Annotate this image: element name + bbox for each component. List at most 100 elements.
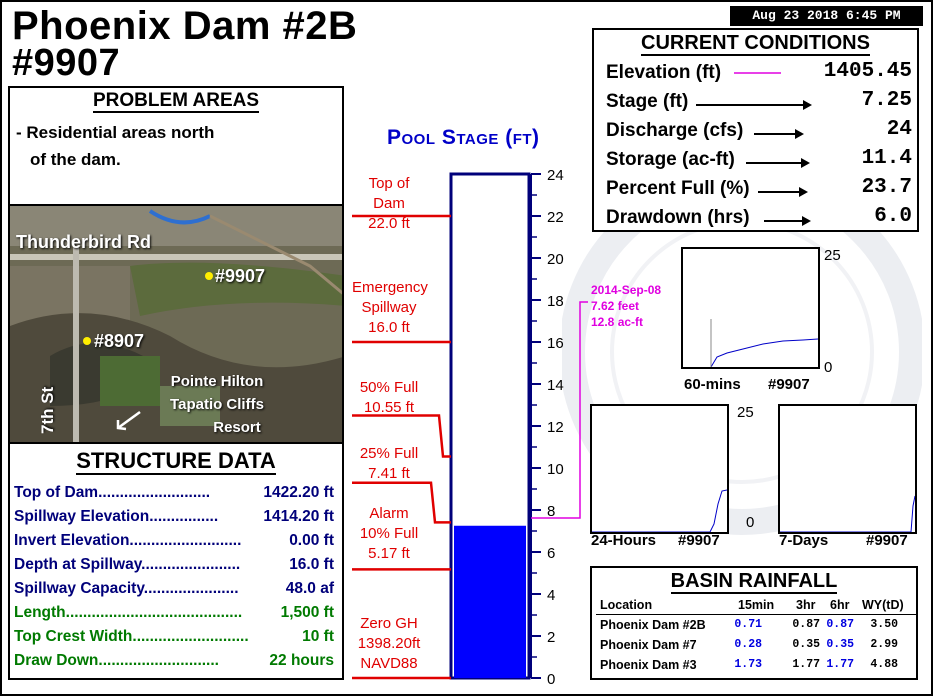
condition-value: 7.25 — [861, 89, 912, 112]
chart-60-ymin: 0 — [824, 359, 833, 376]
map-gauge-8907[interactable]: #8907 — [94, 331, 145, 351]
rainfall-cell-location: Phoenix Dam #7 — [600, 638, 697, 652]
rainfall-cell-v15: 0.28 — [734, 638, 762, 651]
gauge-tick-label: 2 — [547, 629, 555, 646]
gauge-tick-label: 0 — [547, 671, 555, 688]
problem-area-text-line1: - Residential areas north — [16, 123, 215, 142]
rainfall-row: Phoenix Dam #2B 0.71 0.87 0.87 3.50 — [596, 618, 916, 636]
condition-row: Drawdown (hrs) 6.0 — [606, 205, 912, 233]
chart-60-mins — [681, 247, 820, 369]
level-line-50-full — [352, 414, 451, 458]
structure-data-panel: STRUCTURE DATA Top of Dam...............… — [8, 442, 344, 680]
condition-label: Stage (ft) — [606, 91, 689, 112]
gauge-tick-label: 20 — [547, 251, 564, 268]
chart-7-days-line — [780, 495, 916, 533]
condition-label: Percent Full (%) — [606, 178, 750, 199]
pool-stage-title: Pool Stage (ft) — [387, 126, 540, 149]
chart-24-hours — [590, 404, 729, 534]
basin-rainfall-panel: BASIN RAINFALL Location 15min 3hr 6hr WY… — [590, 566, 918, 680]
current-conditions-heading: CURRENT CONDITIONS — [641, 32, 870, 56]
structure-row-value: 1,500 ft — [280, 604, 334, 621]
structure-row-label: Invert Elevation........................… — [14, 532, 242, 549]
condition-value: 24 — [886, 118, 912, 141]
condition-label: Storage (ac-ft) — [606, 149, 735, 170]
map-resort-label: Pointe Hilton Tapatio Cliffs Resort — [170, 373, 264, 436]
chart-60-mins-line — [710, 319, 819, 368]
rainfall-cell-location: Phoenix Dam #3 — [600, 658, 697, 672]
level-label-spillway: Emergency Spillway 16.0 ft — [352, 279, 428, 336]
rainfall-cell-v6: 0.87 — [826, 618, 854, 631]
rainfall-cell-wy: 4.88 — [870, 658, 898, 671]
gauge-tick-label: 6 — [547, 545, 555, 562]
condition-label: Discharge (cfs) — [606, 120, 744, 141]
structure-row-value: 1414.20 ft — [263, 508, 334, 525]
level-line-25-full — [352, 481, 451, 524]
chart-24-hours-line — [592, 489, 728, 533]
structure-row-value: 22 hours — [269, 652, 334, 669]
rainfall-header-row: Location 15min 3hr 6hr WY(tD) — [596, 598, 916, 615]
chart-24-ymin: 0 — [746, 514, 755, 531]
structure-row-label: Top of Dam.......................... — [14, 484, 211, 501]
map-gauge-9907[interactable]: #9907 — [215, 266, 266, 286]
rainfall-cell-v15: 1.73 — [734, 658, 762, 671]
condition-row: Elevation (ft) 1405.45 — [606, 60, 912, 88]
gauge-tick-label: 18 — [547, 293, 564, 310]
condition-value: 6.0 — [874, 205, 912, 228]
arrow-icon — [758, 187, 808, 197]
condition-row: Percent Full (%) 23.7 — [606, 176, 912, 204]
level-label-full25: 25% Full 7.41 ft — [359, 445, 419, 482]
condition-row: Storage (ac-ft) 11.4 — [606, 147, 912, 175]
rainfall-cell-v6: 1.77 — [826, 658, 854, 671]
condition-row: Discharge (cfs) 24 — [606, 118, 912, 146]
rainfall-cell-wy: 2.99 — [870, 638, 898, 651]
condition-value: 23.7 — [861, 176, 912, 199]
structure-row-value: 1422.20 ft — [263, 484, 334, 501]
chart-24-gauge: #9907 — [678, 532, 720, 549]
gauge-tick-label: 4 — [547, 587, 555, 604]
map-street-label: 7th St — [38, 386, 57, 434]
rainfall-cell-wy: 3.50 — [870, 618, 898, 631]
structure-row-label: Length..................................… — [14, 604, 243, 621]
gauge-tick-label: 14 — [547, 377, 564, 394]
problem-area-text-line2: of the dam. — [30, 150, 121, 169]
gauge-tick-label: 16 — [547, 335, 564, 352]
rainfall-cell-v6: 0.35 — [826, 638, 854, 651]
gauge-tick-label: 10 — [547, 461, 564, 478]
condition-label: Elevation (ft) — [606, 62, 722, 83]
condition-value: 11.4 — [861, 147, 912, 170]
structure-row-label: Spillway Elevation................ — [14, 508, 219, 525]
gauge-tick-label: 12 — [547, 419, 564, 436]
aerial-map: Thunderbird Rd #9907 #8907 7th St Pointe… — [8, 206, 344, 442]
chart-60-gauge: #9907 — [768, 376, 810, 393]
chart-60-caption: 60-mins — [684, 376, 741, 393]
level-label-top-of_dam: Top of Dam 22.0 ft — [368, 175, 410, 232]
rainfall-cell-location: Phoenix Dam #2B — [600, 618, 706, 632]
problem-areas-heading: PROBLEM AREAS — [92, 90, 260, 113]
condition-label: Drawdown (hrs) — [606, 207, 750, 228]
arrow-icon — [734, 72, 781, 74]
chart-7-days — [778, 404, 917, 534]
structure-row-label: Top Crest Width.........................… — [14, 628, 249, 645]
gauge-id-title: #9907 — [12, 42, 121, 84]
chart-60-ymax: 25 — [824, 247, 841, 264]
problem-areas-panel: PROBLEM AREAS - Residential areas north … — [8, 86, 344, 206]
rainfall-row: Phoenix Dam #7 0.28 0.35 0.35 2.99 — [596, 638, 916, 656]
rainfall-row: Phoenix Dam #3 1.73 1.77 1.77 4.88 — [596, 658, 916, 676]
arrow-icon — [696, 100, 812, 110]
gauge-fill — [454, 525, 526, 678]
arrow-icon — [746, 158, 810, 168]
structure-row-value: 16.0 ft — [289, 556, 334, 573]
record-stage-label: 2014-Sep-08 7.62 feet 12.8 ac-ft — [591, 283, 662, 329]
gauge-tick-label: 24 — [547, 167, 564, 184]
structure-data-heading: STRUCTURE DATA — [76, 448, 276, 475]
chart-7-gauge: #9907 — [866, 532, 908, 549]
timestamp: Aug 23 2018 6:45 PM — [730, 6, 923, 26]
level-label-zero: Zero GH 1398.20ft NAVD88 — [357, 615, 421, 672]
arrow-icon — [754, 129, 804, 139]
page-title: Phoenix Dam #2B — [12, 4, 358, 48]
level-label-full50: 50% Full 10.55 ft — [359, 379, 419, 416]
basin-rainfall-heading: BASIN RAINFALL — [670, 570, 838, 594]
map-road-label: Thunderbird Rd — [16, 232, 151, 252]
